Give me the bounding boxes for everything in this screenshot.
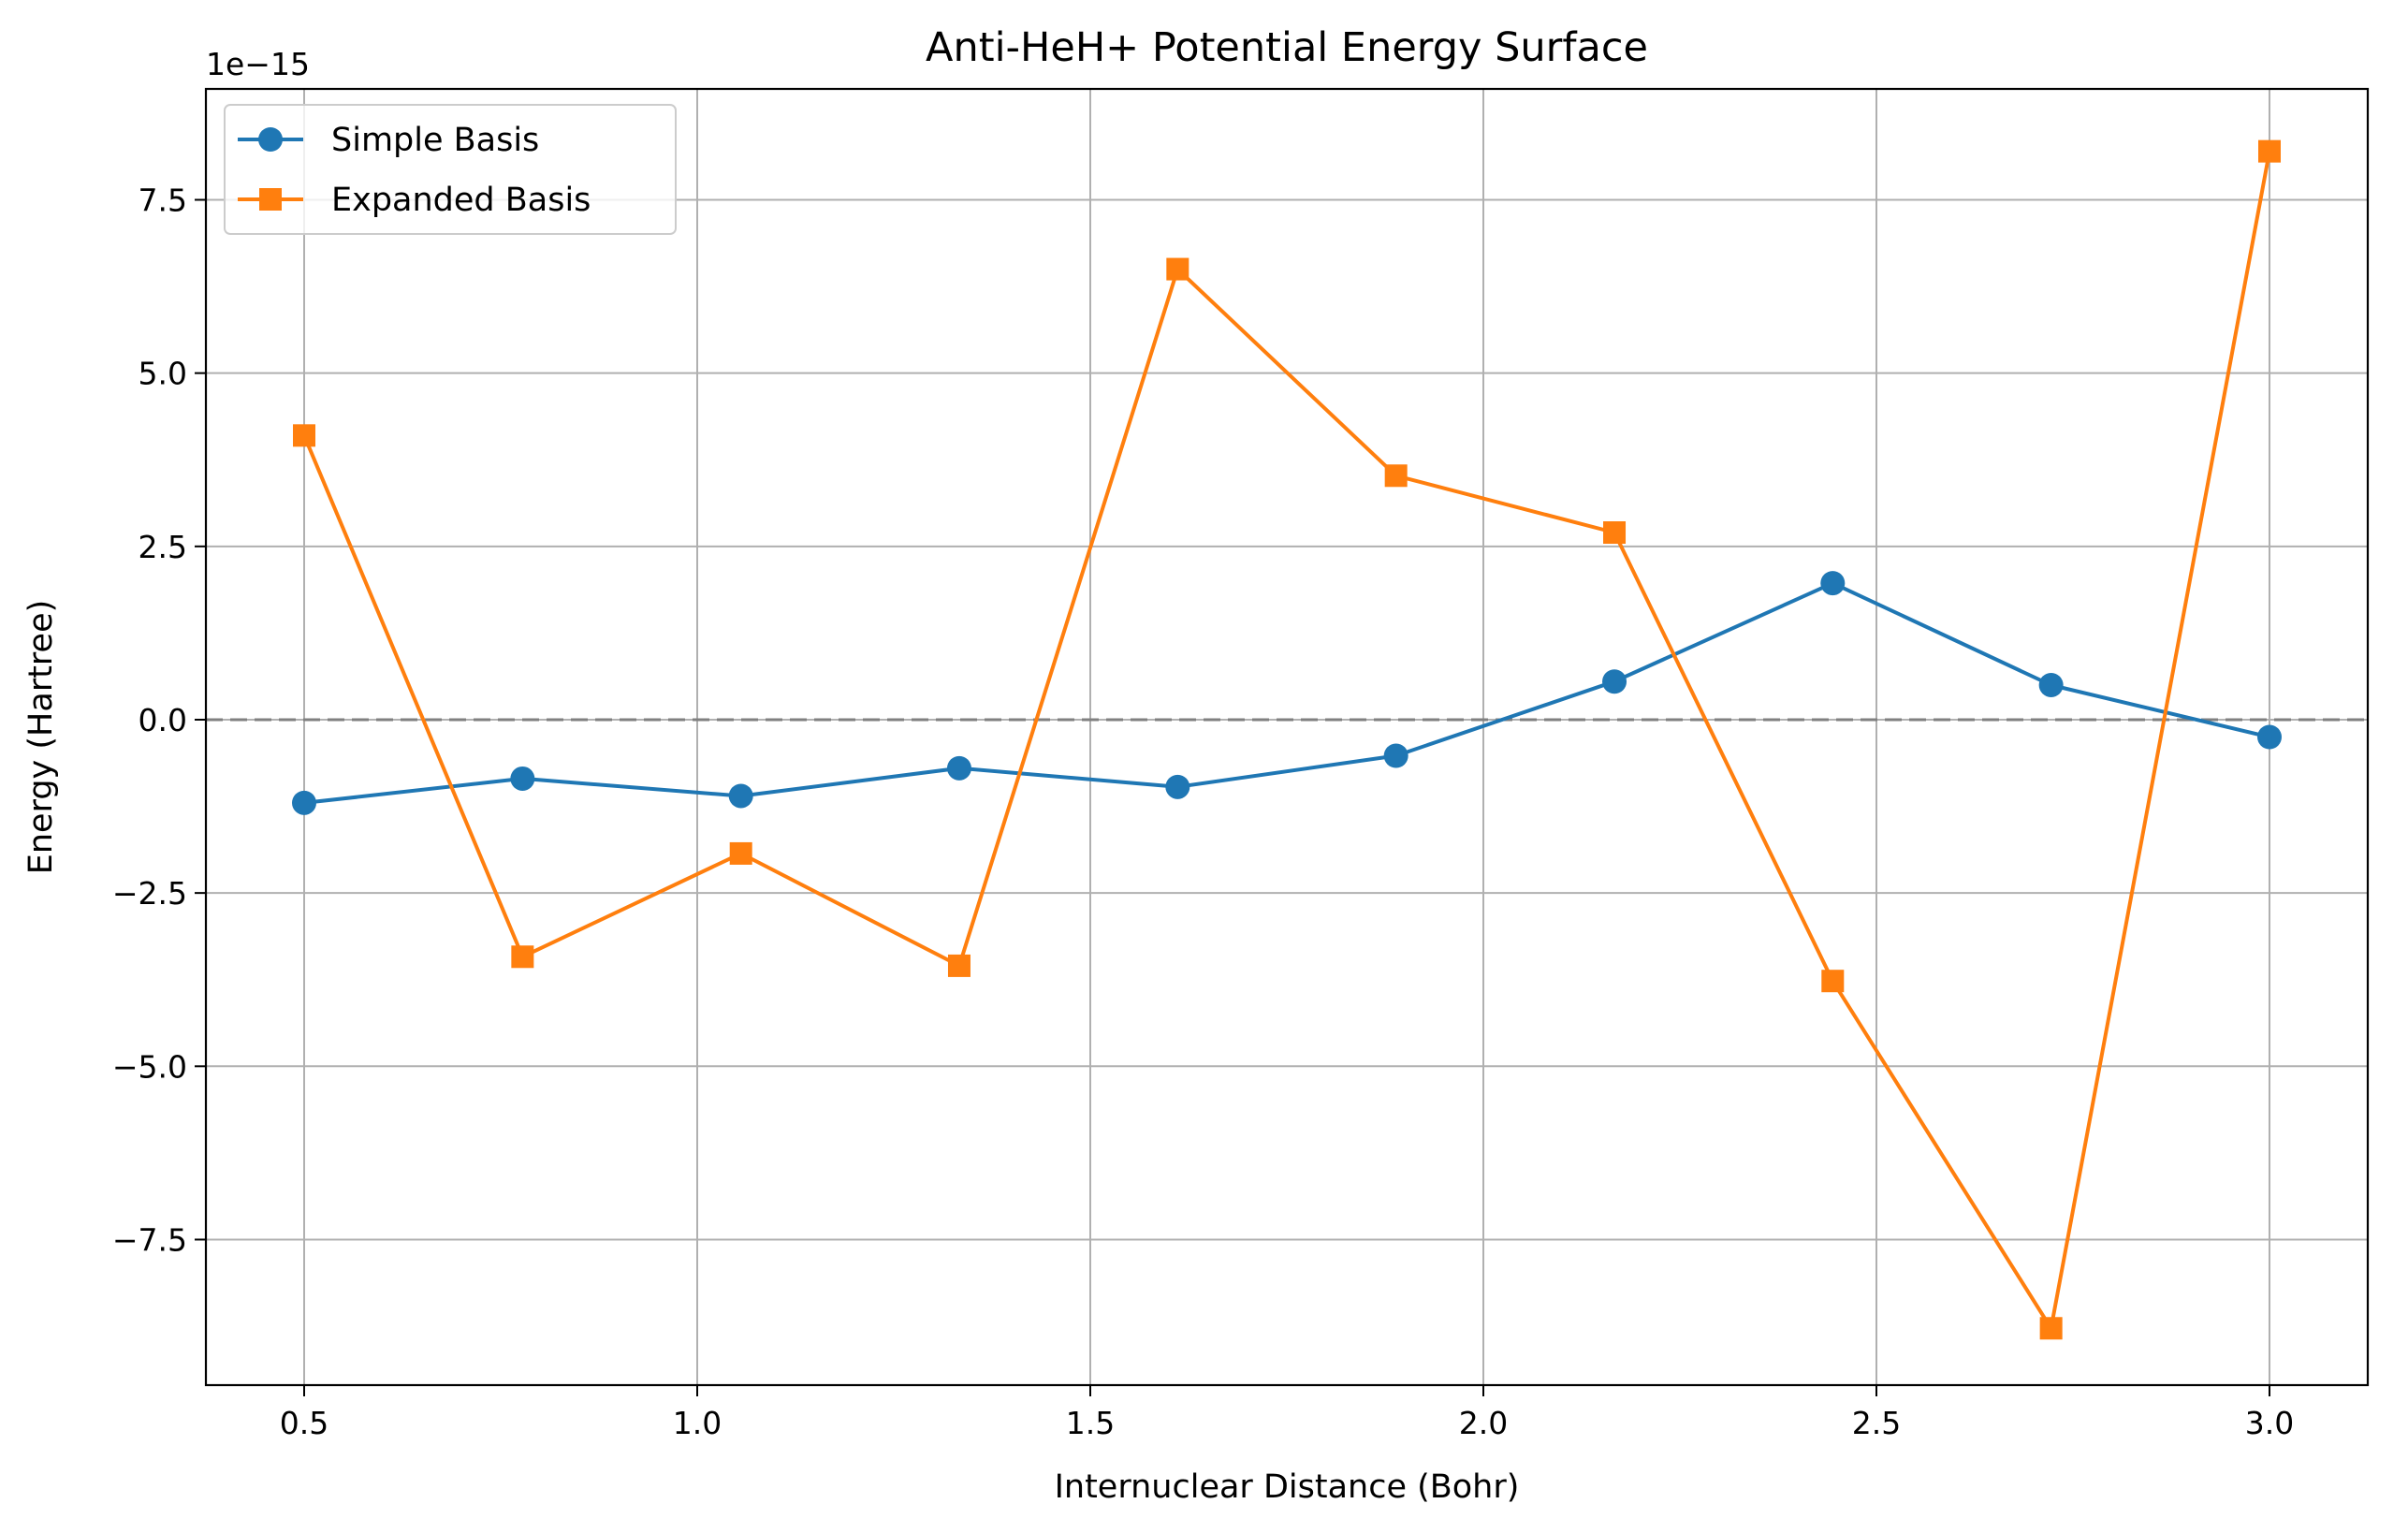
y-tick-label: 5.0 [139,356,187,392]
data-point [728,783,753,809]
legend-box [224,104,677,235]
y-tick-label: 0.0 [139,702,187,738]
legend-label: Expanded Basis [331,182,591,219]
data-point [1602,669,1627,694]
data-point [511,945,534,969]
x-tick-label: 1.0 [673,1405,722,1441]
data-point [1383,743,1408,768]
y-axis-offset-label: 1e−15 [206,46,310,82]
series-simple-basis [292,571,2282,815]
data-point [1165,774,1190,799]
y-tick-label: −5.0 [112,1048,187,1085]
x-axis-label: Internuclear Distance (Bohr) [1055,1468,1520,1506]
x-tick-label: 3.0 [2245,1405,2294,1441]
legend-marker [258,127,283,152]
data-point [1821,970,1845,993]
data-point [292,790,316,815]
data-point [293,424,315,447]
legend-marker [259,188,282,211]
data-point [946,755,971,781]
series-line [302,151,2271,1331]
data-point [1820,571,1846,596]
series-layer [292,139,2282,1340]
chart-title: Anti-HeH+ Potential Energy Surface [926,24,1648,71]
legend-entry: Expanded Basis [238,182,591,219]
series-line [303,581,2270,805]
y-tick-label: −2.5 [112,875,187,912]
series-expanded-basis [293,139,2281,1340]
x-tick-label: 2.5 [1852,1405,1901,1441]
y-tick-label: 2.5 [139,529,187,565]
legend-label: Simple Basis [331,122,539,159]
x-tick-label: 1.5 [1066,1405,1115,1441]
x-tick-label: 2.0 [1459,1405,1508,1441]
data-point [947,954,970,977]
y-tick-label: −7.5 [112,1221,187,1258]
legend: Simple Basis Expanded Basis [224,104,677,235]
legend-entry: Simple Basis [238,122,539,159]
data-point [1603,521,1627,545]
data-point [2038,672,2064,697]
data-point [510,766,535,791]
plot-frame [204,87,2370,1387]
data-point [2257,724,2282,750]
y-axis-label: Energy (Hartree) [22,600,60,875]
data-point [1384,464,1408,488]
data-point [1166,257,1189,281]
data-point [729,841,752,865]
ticks: 0.5 1.0 1.5 2.0 2.5 3.0 −7.5 −5.0 −2.5 0.0 2.5 5.0 7… [112,182,2294,1441]
x-tick-label: 0.5 [280,1405,328,1441]
data-point [2039,1317,2063,1340]
legend-items: Simple Basis Expanded Basis [238,122,591,219]
data-point [2258,139,2281,163]
y-tick-label: 7.5 [139,182,187,219]
